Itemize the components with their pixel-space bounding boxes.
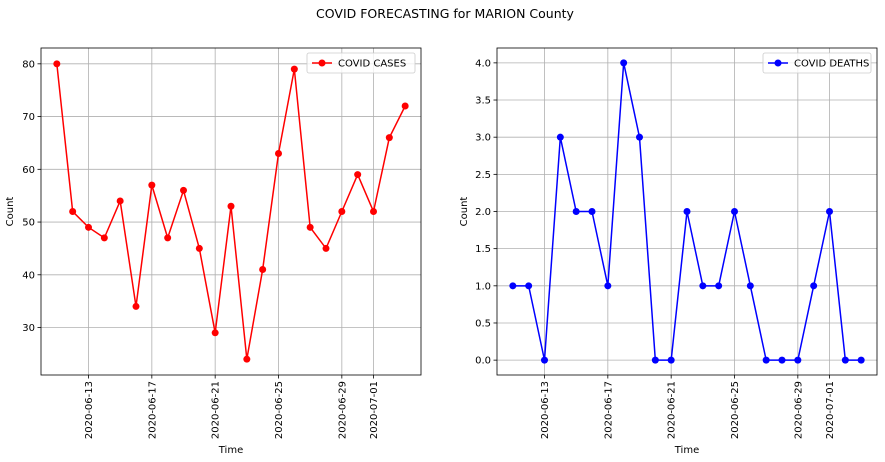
x-tick-label: 2020-07-01 — [369, 381, 380, 439]
data-point — [338, 208, 346, 215]
y-tick-label: 70 — [22, 112, 35, 123]
x-tick-label: 2020-06-13 — [540, 381, 551, 439]
data-point — [683, 208, 691, 215]
data-point — [541, 356, 548, 364]
legend-label: COVID CASES — [338, 59, 406, 70]
y-tick-label: 30 — [22, 323, 35, 334]
x-tick-label: 2020-07-01 — [825, 381, 836, 439]
data-point — [604, 282, 612, 290]
data-point — [148, 181, 156, 189]
x-tick-label: 2020-06-13 — [84, 381, 95, 439]
data-point — [731, 208, 738, 215]
data-point — [826, 208, 833, 215]
x-tick-label: 2020-06-17 — [147, 381, 158, 439]
data-point — [132, 302, 140, 310]
data-point — [778, 356, 786, 364]
legend-box — [306, 52, 416, 74]
legend-label: COVID DEATHS — [794, 59, 869, 70]
x-tick-label: 2020-06-29 — [793, 381, 804, 439]
data-point — [164, 234, 172, 242]
data-point — [525, 282, 533, 290]
chart-cases: 30 40 50 60 70 80 2020-06-13 2020-06-17 2020-06-… — [5, 47, 422, 456]
data-point — [69, 208, 77, 215]
legend: COVID DEATHS — [762, 52, 872, 74]
data-point — [810, 282, 818, 290]
data-point — [370, 208, 377, 215]
data-point — [401, 102, 409, 110]
x-axis-label: Time — [218, 445, 243, 456]
legend-marker — [774, 59, 782, 67]
y-axis-label: Count — [5, 197, 16, 227]
x-tick-label: 2020-06-25 — [730, 381, 741, 439]
y-tick-label: 2.5 — [475, 170, 491, 181]
data-point — [794, 356, 802, 364]
x-tick-label: 2020-06-29 — [337, 381, 348, 439]
legend-marker — [318, 59, 326, 67]
data-point — [259, 266, 267, 274]
data-point — [588, 208, 596, 215]
y-tick-label: 1.0 — [475, 281, 491, 292]
y-tick-label: 40 — [22, 270, 35, 281]
y-axis-label: Count — [459, 197, 470, 227]
data-point — [211, 329, 219, 337]
data-point — [100, 234, 108, 242]
data-point — [746, 282, 754, 290]
y-tick-label: 0.0 — [475, 356, 491, 367]
data-point — [290, 65, 298, 73]
axes-frame — [496, 47, 878, 376]
data-point — [354, 171, 362, 179]
x-tick-label: 2020-06-17 — [603, 381, 614, 439]
legend-box — [762, 52, 872, 74]
y-tick-label: 0.5 — [475, 318, 491, 329]
y-tick-label: 80 — [22, 59, 35, 70]
data-point — [509, 282, 517, 290]
data-point — [667, 356, 675, 364]
data-point — [243, 355, 251, 363]
data-point — [857, 356, 865, 364]
data-point — [636, 133, 643, 141]
data-point — [180, 186, 187, 194]
data-point — [195, 244, 203, 252]
data-point — [699, 282, 707, 290]
data-point — [572, 208, 580, 215]
series-line — [56, 63, 406, 360]
data-point — [322, 244, 330, 252]
x-tick-label: 2020-06-25 — [274, 381, 285, 439]
data-point — [275, 149, 282, 157]
x-axis-label: Time — [674, 445, 699, 456]
axes-frame — [40, 47, 422, 376]
data-point — [715, 282, 723, 290]
data-point — [306, 223, 314, 231]
data-point — [556, 133, 564, 141]
y-tick-label: 3.0 — [475, 133, 491, 144]
x-tick-label: 2020-06-21 — [667, 381, 678, 439]
y-tick-label: 50 — [22, 218, 35, 229]
y-tick-label: 4.0 — [475, 58, 491, 69]
y-tick-label: 3.5 — [475, 96, 491, 107]
data-point — [762, 356, 770, 364]
y-tick-label: 60 — [22, 165, 35, 176]
data-point — [85, 223, 92, 231]
x-tick-label: 2020-06-21 — [211, 381, 222, 439]
data-point — [53, 60, 61, 68]
data-point — [620, 59, 628, 67]
chart-deaths: 0.0 0.5 1.0 1.5 2.0 2.5 3.0 3.5 4.0 2020-06-13 202… — [459, 47, 878, 456]
data-point — [651, 356, 659, 364]
data-point — [227, 202, 235, 210]
data-point — [385, 134, 393, 142]
legend: COVID CASES — [306, 52, 416, 74]
y-tick-label: 1.5 — [475, 244, 491, 255]
data-point — [116, 197, 124, 205]
y-tick-label: 2.0 — [475, 207, 491, 218]
figure-title: COVID FORECASTING for MARION County — [316, 6, 574, 21]
data-point — [841, 356, 849, 364]
